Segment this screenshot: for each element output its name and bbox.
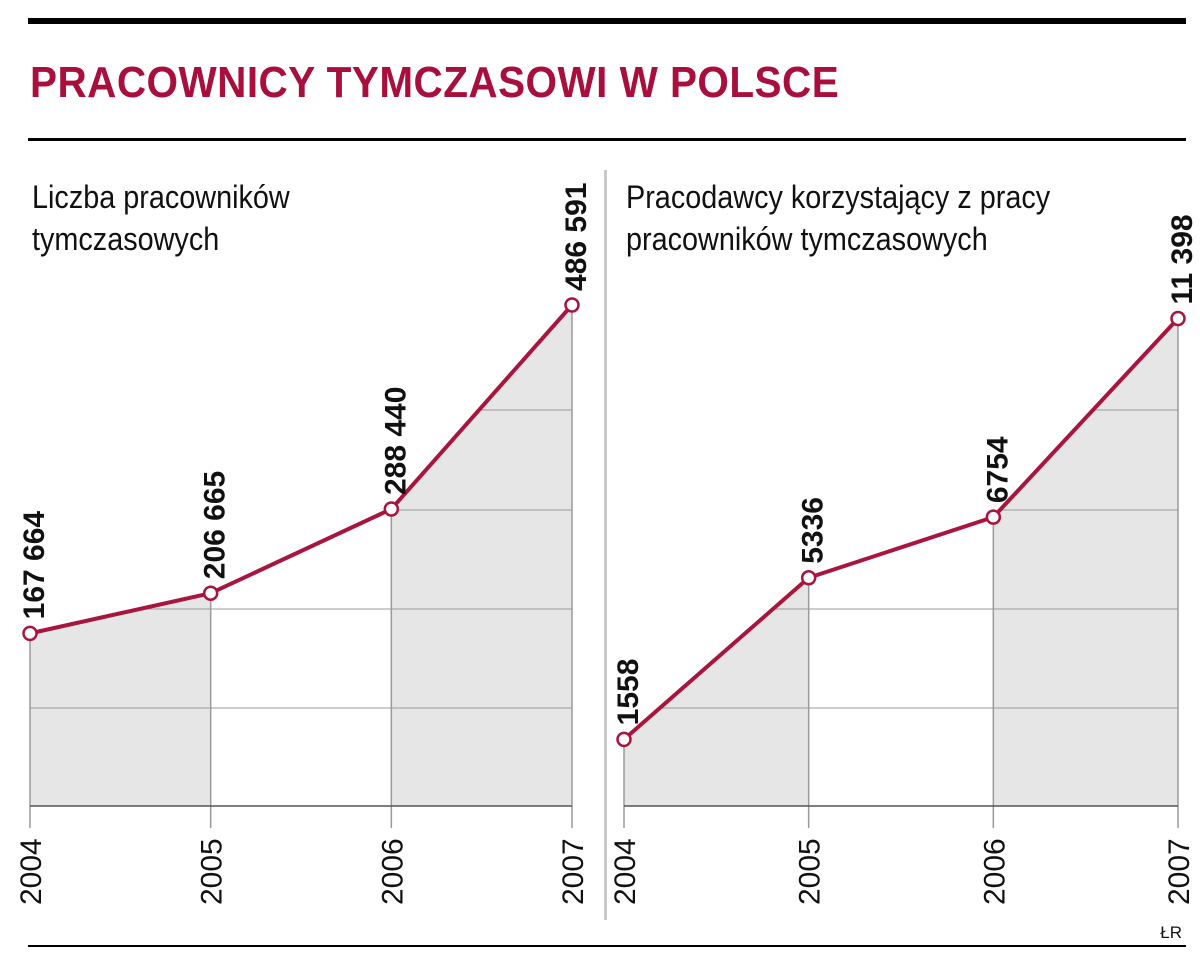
x-tick-label-2006: 2006 xyxy=(978,838,1011,905)
data-point-2004 xyxy=(22,625,38,642)
x-tick-label-2007: 2007 xyxy=(1163,838,1196,905)
data-point-2005 xyxy=(800,570,817,586)
data-label-2006: 288 440 xyxy=(379,387,412,495)
data-point-2006 xyxy=(383,501,400,517)
top-rule xyxy=(28,18,1186,24)
data-point-2005 xyxy=(202,585,219,601)
data-label-2004: 1558 xyxy=(612,659,645,726)
series-line xyxy=(622,317,1180,741)
data-label-2007: 11 398 xyxy=(1166,214,1199,304)
bottom-rule xyxy=(28,945,1186,947)
series-line xyxy=(29,303,574,636)
panel-divider xyxy=(604,170,607,920)
area-segment-2 xyxy=(391,304,572,806)
x-tick-label-2005: 2005 xyxy=(794,838,827,905)
x-tick-label-2006: 2006 xyxy=(376,838,409,905)
chart-1-subtitle: Liczba pracowników tymczasowych xyxy=(32,179,290,257)
page-title: PRACOWNICY TYMCZASOWI W POLSCE xyxy=(30,58,840,107)
area-segment-2 xyxy=(993,318,1178,806)
data-point-2007 xyxy=(1170,310,1186,327)
data-label-2007: 486 591 xyxy=(560,183,593,291)
data-label-2006: 6754 xyxy=(981,436,1014,503)
data-label-2005: 5336 xyxy=(797,497,830,564)
data-point-2007 xyxy=(564,297,580,313)
data-point-2004 xyxy=(616,731,632,748)
credit-text: ŁR xyxy=(1160,923,1182,942)
x-tick-label-2005: 2005 xyxy=(196,838,229,905)
area-segment-0 xyxy=(624,577,809,806)
data-label-2005: 206 665 xyxy=(199,471,232,579)
x-tick-label-2004: 2004 xyxy=(15,838,48,905)
area-segment-0 xyxy=(30,593,211,806)
chart-2-subtitle: Pracodawcy korzystający z pracy pracowni… xyxy=(626,179,1051,257)
x-tick-label-2004: 2004 xyxy=(609,838,642,905)
title-underline xyxy=(28,138,1186,141)
data-label-2004: 167 664 xyxy=(18,511,51,620)
data-point-2006 xyxy=(985,509,1002,525)
x-tick-label-2007: 2007 xyxy=(557,838,590,905)
